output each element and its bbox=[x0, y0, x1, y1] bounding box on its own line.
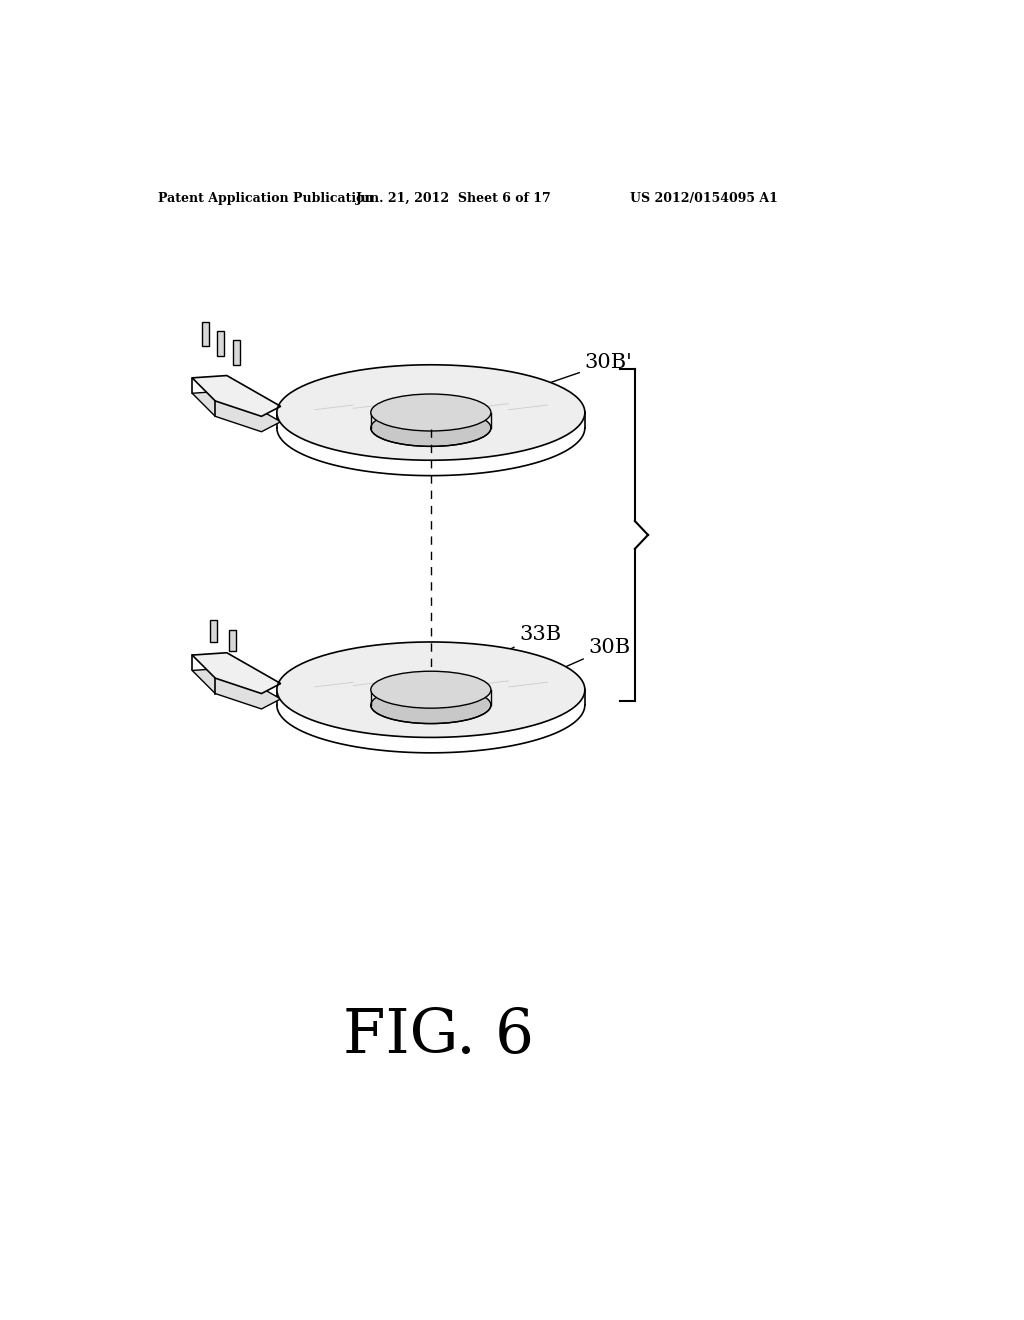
Polygon shape bbox=[210, 620, 217, 642]
Text: 30B': 30B' bbox=[522, 352, 633, 392]
Text: FIG. 6: FIG. 6 bbox=[343, 1006, 535, 1067]
Polygon shape bbox=[232, 341, 240, 364]
Text: Patent Application Publication: Patent Application Publication bbox=[158, 191, 373, 205]
Ellipse shape bbox=[371, 671, 490, 708]
Polygon shape bbox=[217, 331, 224, 355]
Ellipse shape bbox=[276, 642, 585, 738]
Ellipse shape bbox=[371, 393, 490, 430]
Ellipse shape bbox=[371, 686, 490, 723]
Polygon shape bbox=[193, 376, 281, 416]
Ellipse shape bbox=[371, 409, 490, 446]
Polygon shape bbox=[193, 391, 281, 432]
Polygon shape bbox=[228, 630, 236, 651]
Ellipse shape bbox=[276, 364, 585, 461]
Polygon shape bbox=[202, 322, 209, 346]
Polygon shape bbox=[193, 668, 281, 709]
Text: 33B: 33B bbox=[449, 624, 561, 680]
Text: 30B: 30B bbox=[534, 638, 631, 681]
Text: US 2012/0154095 A1: US 2012/0154095 A1 bbox=[631, 191, 778, 205]
Text: Jun. 21, 2012  Sheet 6 of 17: Jun. 21, 2012 Sheet 6 of 17 bbox=[356, 191, 552, 205]
Polygon shape bbox=[193, 653, 281, 693]
